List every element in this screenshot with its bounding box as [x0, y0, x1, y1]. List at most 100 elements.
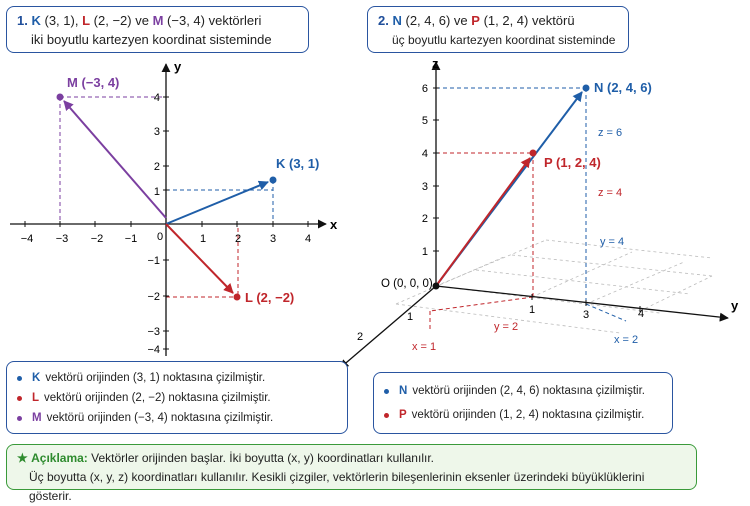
label-p: P (1, 2, 4): [544, 155, 601, 170]
info-text: vektörü orijinden (1, 2, 4) noktasına çi…: [411, 409, 645, 421]
vector-p: [435, 157, 531, 287]
y-tick-2d: 2: [154, 161, 160, 173]
origin-point-3d: [432, 282, 440, 290]
panel1-line2: iki boyutlu kartezyen koordinat sistemin…: [31, 32, 272, 47]
panel1-number: 1.: [17, 13, 28, 28]
point-k: [269, 176, 277, 184]
x-tick-2d: −4: [21, 233, 34, 245]
y-tick-3d: 4: [638, 308, 644, 320]
origin-label-2d: 0: [157, 231, 163, 243]
z-tick: 4: [422, 148, 428, 160]
annotation-x2: x = 2: [614, 334, 638, 346]
x-tick-2d: 4: [305, 233, 311, 245]
label-l: L (2, −2): [245, 290, 294, 305]
y-tick-2d: 1: [154, 186, 160, 198]
y-axis-label-3d: y: [731, 298, 739, 313]
x-tick-2d: 1: [200, 233, 206, 245]
y-tick-2d: −1: [147, 255, 160, 267]
vector-l: [165, 223, 234, 294]
info-vector-name: M: [32, 412, 42, 424]
panel1-k: K: [31, 13, 41, 28]
z-axis-label-3d: z: [432, 56, 439, 71]
info-vector-name: L: [32, 392, 40, 404]
graph-2d: x y 0 −4 −3 −2 −1 1 2 3 4 −4 −3 −2: [10, 59, 338, 356]
info-vector-name: K: [32, 372, 41, 384]
label-n: N (2, 4, 6): [594, 80, 652, 95]
annotation-z6: z = 6: [598, 127, 622, 139]
bullet-icon: [384, 412, 389, 418]
note-line1: Vektörler orijinden başlar. İki boyutta …: [91, 451, 434, 465]
info-text: vektörü orijinden (2, −2) noktasına çizi…: [44, 392, 271, 404]
bullet-icon: [17, 395, 22, 401]
panel2-p: P: [471, 13, 480, 28]
label-m: M (−3, 4): [67, 75, 119, 90]
y-axis-3d: [435, 285, 729, 322]
graph-3d: z y x 6 5 4 3 2 1 1 3 4 1 2: [330, 56, 739, 383]
point-p: [529, 149, 537, 157]
bullet-icon: [17, 415, 22, 421]
info-row-m: M vektörü orijinden (−3, 4) noktasına çi…: [17, 408, 337, 428]
x-tick-2d: 2: [235, 233, 241, 245]
info-row-n: N vektörü orijinden (2, 4, 6) noktasına …: [384, 379, 662, 403]
note-line2: Üç boyutta (x, y, z) koordinatları kulla…: [29, 470, 645, 503]
panel2-ve: ve: [453, 13, 468, 28]
x-tick-3d: 2: [357, 331, 363, 343]
point-n: [582, 84, 590, 92]
info-box-2d: K vektörü orijinden (3, 1) noktasına çiz…: [6, 361, 348, 434]
x-tick-3d: 1: [407, 311, 413, 323]
point-l: [233, 293, 241, 301]
info-text: vektörü orijinden (2, 4, 6) noktasına çi…: [412, 385, 645, 397]
panel1-k-coords: (3, 1),: [44, 13, 79, 28]
panel1-m: M: [152, 13, 164, 28]
vector-k: [165, 180, 269, 225]
info-text: vektörü orijinden (−3, 4) noktasına çizi…: [46, 412, 274, 424]
info-vector-name: N: [399, 385, 408, 397]
z-tick: 3: [422, 181, 428, 193]
z-tick: 6: [422, 83, 428, 95]
panel2-p-coords: (1, 2, 4) vektörü: [483, 13, 575, 28]
panel2-number: 2.: [378, 13, 389, 28]
point-m: [56, 93, 64, 101]
z-tick: 2: [422, 213, 428, 225]
x-tick-2d: 3: [270, 233, 276, 245]
bullet-icon: [17, 375, 22, 381]
info-box-3d: N vektörü orijinden (2, 4, 6) noktasına …: [373, 372, 673, 434]
y-tick-3d: 1: [529, 304, 535, 316]
panel2-n-coords: (2, 4, 6): [405, 13, 451, 28]
x-axis-label-2d: x: [330, 217, 338, 232]
note-label: Açıklama:: [31, 451, 88, 465]
info-row-k: K vektörü orijinden (3, 1) noktasına çiz…: [17, 368, 337, 388]
guide-n-x: [585, 303, 627, 322]
panel1-l-coords: (2, −2): [93, 13, 132, 28]
label-k: K (3, 1): [276, 156, 319, 171]
info-row-l: L vektörü orijinden (2, −2) noktasına çi…: [17, 388, 337, 408]
guide-p-base: [429, 296, 534, 312]
origin-label-3d: O (0, 0, 0): [381, 278, 433, 290]
annotation-y4: y = 4: [600, 236, 624, 248]
panel1-ve: ve: [135, 13, 149, 28]
y-tick-2d: −2: [147, 291, 160, 303]
annotation-z4: z = 4: [598, 187, 622, 199]
info-row-p: P vektörü orijinden (1, 2, 4) noktasına …: [384, 403, 662, 427]
annotation-x1: x = 1: [412, 341, 436, 353]
y-axis-label-2d: y: [174, 59, 182, 74]
y-tick-2d: −3: [147, 326, 160, 338]
info-text: vektörü orijinden (3, 1) noktasına çizil…: [45, 372, 266, 384]
panel1-m-coords: (−3, 4) vektörleri: [167, 13, 262, 28]
x-tick-2d: −3: [56, 233, 69, 245]
y-tick-2d: 4: [154, 92, 160, 104]
x-tick-2d: −2: [91, 233, 104, 245]
y-tick-3d: 3: [583, 309, 589, 321]
z-tick: 1: [422, 246, 428, 258]
star-icon: ★: [17, 451, 28, 465]
panel2-n: N: [392, 13, 402, 28]
vector-m: [63, 100, 167, 219]
x-tick-2d: −1: [125, 233, 138, 245]
panel2-title: 2. N (2, 4, 6) ve P (1, 2, 4) vektörü üç…: [367, 6, 629, 53]
z-tick: 5: [422, 115, 428, 127]
panel1-l: L: [82, 13, 91, 28]
x-axis-3d: [339, 285, 437, 369]
annotation-y2: y = 2: [494, 321, 518, 333]
bullet-icon: [384, 388, 389, 394]
